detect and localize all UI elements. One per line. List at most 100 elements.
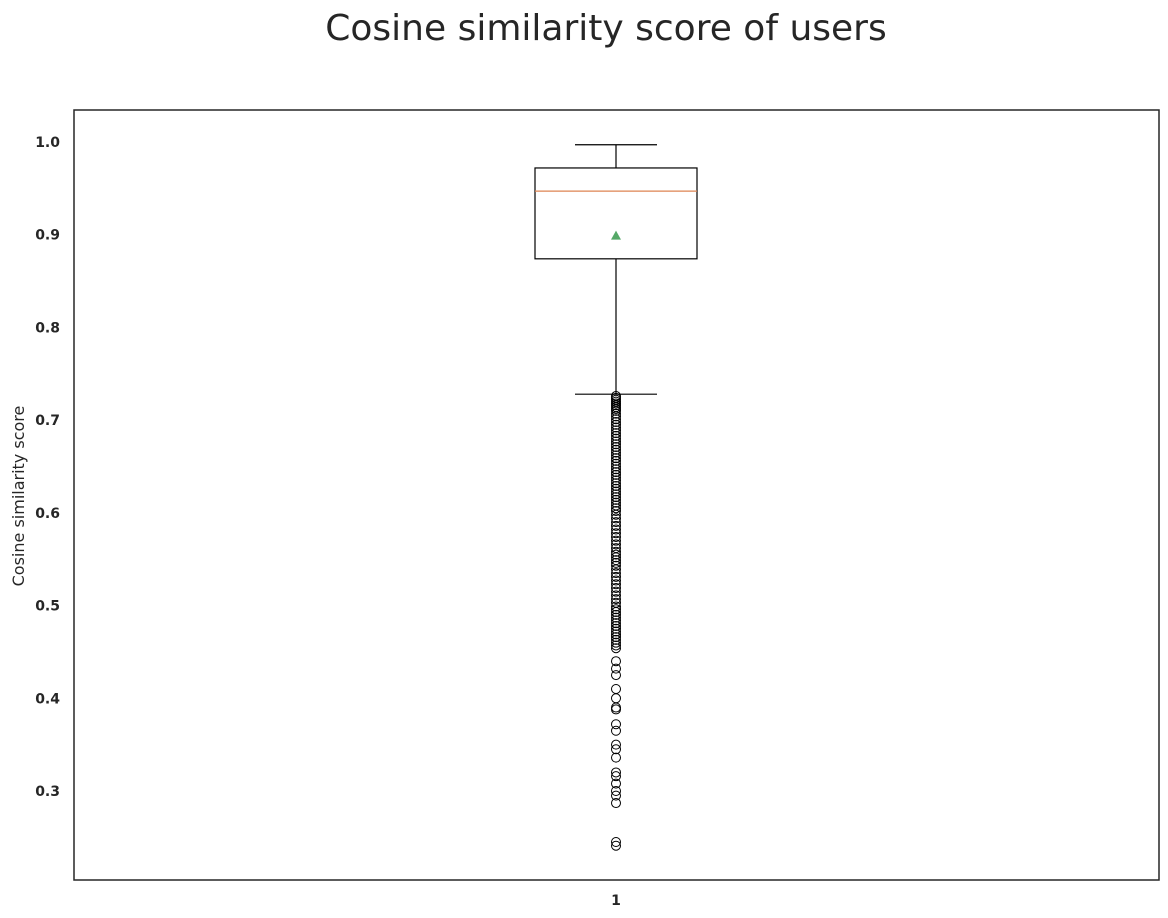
outlier-point [611,560,621,571]
outlier-point [611,632,621,643]
outlier-point [611,607,621,618]
outlier-point [611,618,621,629]
y-tick-label: 0.9 [35,228,60,244]
outlier-point [611,513,621,524]
outlier-point [611,528,621,539]
y-tick-label: 1.0 [35,135,60,151]
outlier-point [611,634,621,645]
outlier-point [611,411,621,422]
outlier-point [611,461,621,472]
outlier-point [611,416,621,427]
outlier-point [611,626,621,637]
x-tick-label: 1 [611,893,621,909]
y-tick-label: 0.6 [35,506,60,522]
outlier-point [611,436,621,447]
outlier-point [611,475,621,486]
outlier-point [611,467,621,478]
outlier-point [611,539,621,550]
outlier-point [611,640,621,651]
y-tick-label: 0.4 [35,691,60,707]
outlier-point [611,458,621,469]
outlier-point [611,497,621,508]
outlier-point [611,405,621,416]
outlier-point [611,455,621,466]
outlier-point [611,408,621,419]
outlier-point [611,503,621,514]
outlier-point [611,702,621,713]
outlier-point [611,564,621,575]
outlier-point [611,767,621,778]
outlier-point [611,489,621,500]
outlier-point [611,798,621,809]
outlier-point [611,464,621,475]
outlier-point [611,786,621,796]
outlier-point [611,604,621,615]
outlier-point [611,492,621,503]
outlier-point [611,623,621,634]
outlier-point [611,524,621,535]
outlier-point [611,480,621,491]
outlier-point [611,414,621,425]
outlier-point [611,531,621,542]
outlier-point [611,453,621,464]
outlier-point [611,444,621,455]
mean-marker [611,230,621,240]
outlier-point [611,656,621,667]
outlier-point [611,509,621,520]
outlier-point [611,663,621,674]
outlier-point [611,590,621,601]
outlier-point [611,575,621,586]
outlier-point [611,535,621,546]
y-tick-label: 0.5 [35,599,60,615]
outlier-point [611,439,621,450]
outlier-point [611,571,621,582]
outlier-point [611,442,621,453]
outlier-point [611,620,621,631]
outlier-point [611,684,621,695]
plot-area: 0.3 0.4 0.5 0.6 0.7 0.8 0.9 1.0 1 [35,109,1160,909]
y-tick-label: 0.8 [35,320,60,336]
outlier-point [611,433,621,444]
outlier-point [611,739,621,750]
outlier-point [611,520,621,531]
outlier-point [611,568,621,579]
outlier-point [611,447,621,458]
outlier-point [611,549,621,560]
outlier-point [611,478,621,489]
outlier-point [611,472,621,483]
outlier-point [611,704,621,715]
outlier-point [611,725,621,736]
y-axis-label: Cosine similarity score [9,406,28,587]
outlier-point [611,506,621,517]
outlier-point [611,579,621,590]
outlier-point [611,601,621,612]
outlier-point [611,546,621,557]
outlier-point [611,615,621,626]
outlier-point [611,494,621,505]
y-tick-label: 0.3 [35,784,60,800]
outlier-point [611,719,621,730]
outlier-point [611,643,621,654]
outlier-point [611,744,621,755]
iqr-box [534,167,698,260]
outlier-point [611,425,621,436]
outlier-point [611,419,621,430]
outlier-point [611,552,621,563]
outlier-point [611,594,621,605]
outlier-point [611,840,621,851]
outlier-point [611,582,621,593]
axes-frame [73,109,1160,881]
outlier-point [611,778,621,789]
outlier-point [611,483,621,494]
outlier-point [611,422,621,433]
outlier-point [611,450,621,461]
outlier-point [611,752,621,763]
outlier-point [611,586,621,597]
outlier-point [611,836,621,847]
outlier-point [611,430,621,441]
outlier-point [611,771,621,782]
outlier-point [611,609,621,620]
y-tick-label: 0.7 [35,413,60,429]
chart-title: Cosine similarity score of users [325,8,886,49]
